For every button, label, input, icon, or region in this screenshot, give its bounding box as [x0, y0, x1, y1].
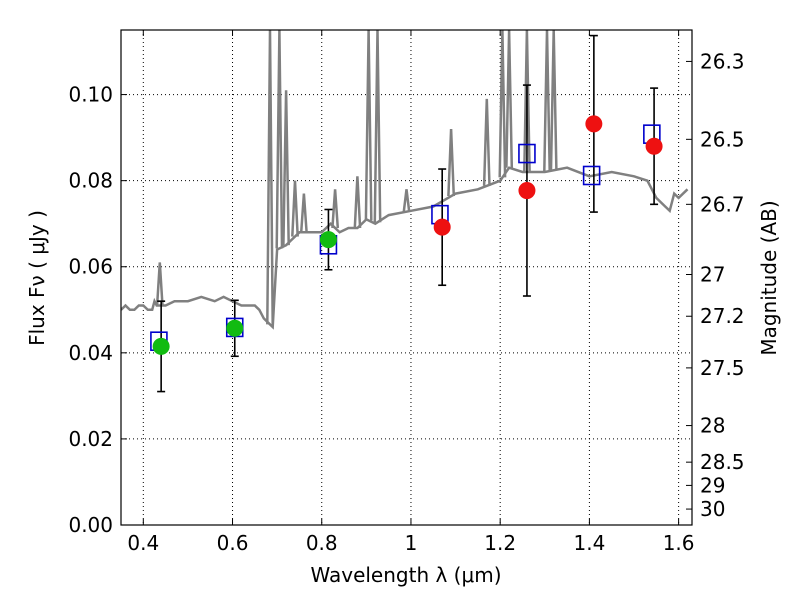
emission-line-spike: [523, 30, 531, 173]
nir-data-point: [518, 182, 536, 200]
grid-lines: [121, 30, 692, 526]
x-tick-label: 1.4: [573, 531, 605, 555]
optical-data-point: [319, 231, 337, 249]
magnitude-tick-label: 30: [700, 497, 725, 521]
y-tick-label: 0.06: [68, 255, 113, 279]
optical-data-point: [152, 337, 170, 355]
model-flux-box: [582, 165, 601, 186]
magnitude-tick-label: 26.7: [700, 192, 745, 216]
model-flux-box: [518, 143, 536, 164]
observed-points: [152, 115, 663, 355]
magnitude-tick-label: 28: [700, 414, 725, 438]
emission-line-spike: [364, 30, 373, 221]
emission-line-spike: [291, 180, 299, 237]
emission-line-spike: [299, 193, 308, 233]
nir-data-point: [645, 137, 663, 155]
y-tick-label: 0.04: [68, 341, 113, 365]
magnitude-axis-title: Magnitude (AB): [757, 200, 781, 355]
x-tick-label: 1: [405, 531, 418, 555]
x-tick-label: 0.8: [306, 531, 338, 555]
x-tick-label: 1.2: [484, 531, 516, 555]
y-tick-label: 0.00: [68, 513, 113, 537]
emission-line-spike: [353, 176, 362, 229]
nir-data-point: [433, 218, 451, 236]
emission-line-spike: [282, 90, 290, 246]
emission-line-spike: [447, 128, 456, 197]
y-tick-label: 0.02: [68, 427, 113, 451]
emission-line-spike: [482, 98, 491, 186]
optical-data-point: [226, 319, 244, 337]
y-tick-label: 0.10: [68, 83, 113, 107]
magnitude-tick-label: 27.5: [700, 356, 745, 380]
magnitude-tick-label: 28.5: [700, 450, 745, 474]
spectrum-series: [121, 30, 689, 330]
x-tick-label: 0.4: [127, 531, 159, 555]
emission-line-spike: [402, 189, 411, 212]
x-axis: 0.4 0.6 0.8 1 1.2 1.4 1.6: [127, 30, 695, 555]
emission-line-spike: [266, 30, 274, 325]
emission-line-spike: [498, 30, 507, 178]
magnitude-tick-label: 26.5: [700, 127, 745, 151]
emission-line-spike: [543, 30, 551, 172]
magnitude-tick-label: 26.3: [700, 49, 745, 73]
nir-data-point: [585, 115, 603, 133]
magnitude-tick-label: 27: [700, 262, 725, 286]
y-tick-label: 0.08: [68, 169, 113, 193]
plot-area: [121, 30, 689, 393]
emission-line-spike: [155, 262, 164, 306]
x-tick-label: 0.6: [217, 531, 249, 555]
x-axis-title: Wavelength λ (μm): [310, 563, 501, 587]
magnitude-tick-label: 27.2: [700, 304, 745, 328]
emission-line-spike: [373, 30, 382, 223]
y-axis-title: Flux Fν ( μJy ): [25, 210, 49, 346]
x-tick-label: 1.6: [663, 531, 695, 555]
plot-frame: [120, 29, 693, 526]
emission-line-spike: [275, 30, 284, 249]
magnitude-tick-label: 29: [700, 473, 725, 497]
emission-line-spike: [549, 30, 558, 171]
y-axis: 0.00 0.02 0.04 0.06 0.08 0.10: [68, 83, 127, 537]
emission-line-spike: [505, 30, 514, 168]
emission-line-spike: [331, 189, 340, 229]
